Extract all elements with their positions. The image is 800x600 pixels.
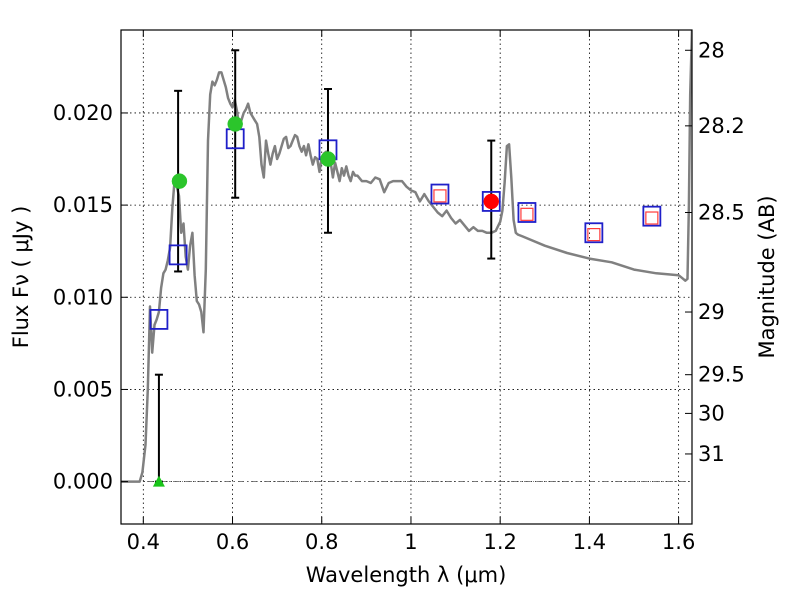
model-photometry-square <box>168 244 188 266</box>
x-tick-label: 0.4 <box>127 530 160 554</box>
ticks: 0.4 0.6 0.8 1 1.2 1.4 1.6 0.000 0.005 0.010 0.015 0… <box>53 30 745 554</box>
model-photometry-square <box>481 191 501 212</box>
model-photometry-square <box>430 183 450 205</box>
observed-square <box>587 228 601 242</box>
x-tick-label: 1.2 <box>483 530 516 554</box>
x-tick-label: 1.4 <box>573 530 606 554</box>
y-axis-title: Flux Fν ( μJy ) <box>9 206 33 349</box>
observed-point <box>227 116 243 132</box>
model-photometry-square <box>517 202 537 223</box>
observed-square <box>645 211 659 225</box>
x-tick-label: 0.8 <box>305 530 338 554</box>
observed-point <box>483 193 500 210</box>
y2-tick-label: 31 <box>698 442 725 466</box>
y2-tick-label: 30 <box>698 401 725 425</box>
x-tick-label: 1 <box>404 530 417 554</box>
observed-point <box>171 173 188 189</box>
plot-frame <box>120 29 693 525</box>
y-tick-label: 0.005 <box>53 377 113 401</box>
upper-limit-triangle <box>152 475 165 487</box>
observed-point <box>320 151 336 167</box>
right-axis-title: Magnitude (AB) <box>755 195 779 358</box>
x-tick-label: 1.6 <box>662 530 695 554</box>
model-photometry-square <box>149 308 169 330</box>
y2-tick-label: 28.2 <box>698 114 745 138</box>
y2-tick-label: 28.5 <box>698 200 745 224</box>
observed-square <box>520 207 534 221</box>
model-sed-line <box>121 30 692 483</box>
y-tick-label: 0.020 <box>53 101 113 125</box>
marker-group <box>149 116 662 487</box>
y2-tick-label: 29.5 <box>698 363 745 387</box>
y2-tick-label: 29 <box>698 300 725 324</box>
y-tick-label: 0.010 <box>53 285 113 309</box>
observed-square <box>433 189 447 203</box>
model-photometry-square <box>584 222 604 244</box>
model-photometry-square <box>642 205 662 227</box>
x-axis-title: Wavelength λ (μm) <box>306 563 507 587</box>
x-tick-label: 0.6 <box>216 530 249 554</box>
model-line-group <box>121 30 692 483</box>
y-tick-label: 0.000 <box>53 470 113 494</box>
y2-tick-label: 28 <box>698 38 725 62</box>
y-tick-label: 0.015 <box>53 193 113 217</box>
